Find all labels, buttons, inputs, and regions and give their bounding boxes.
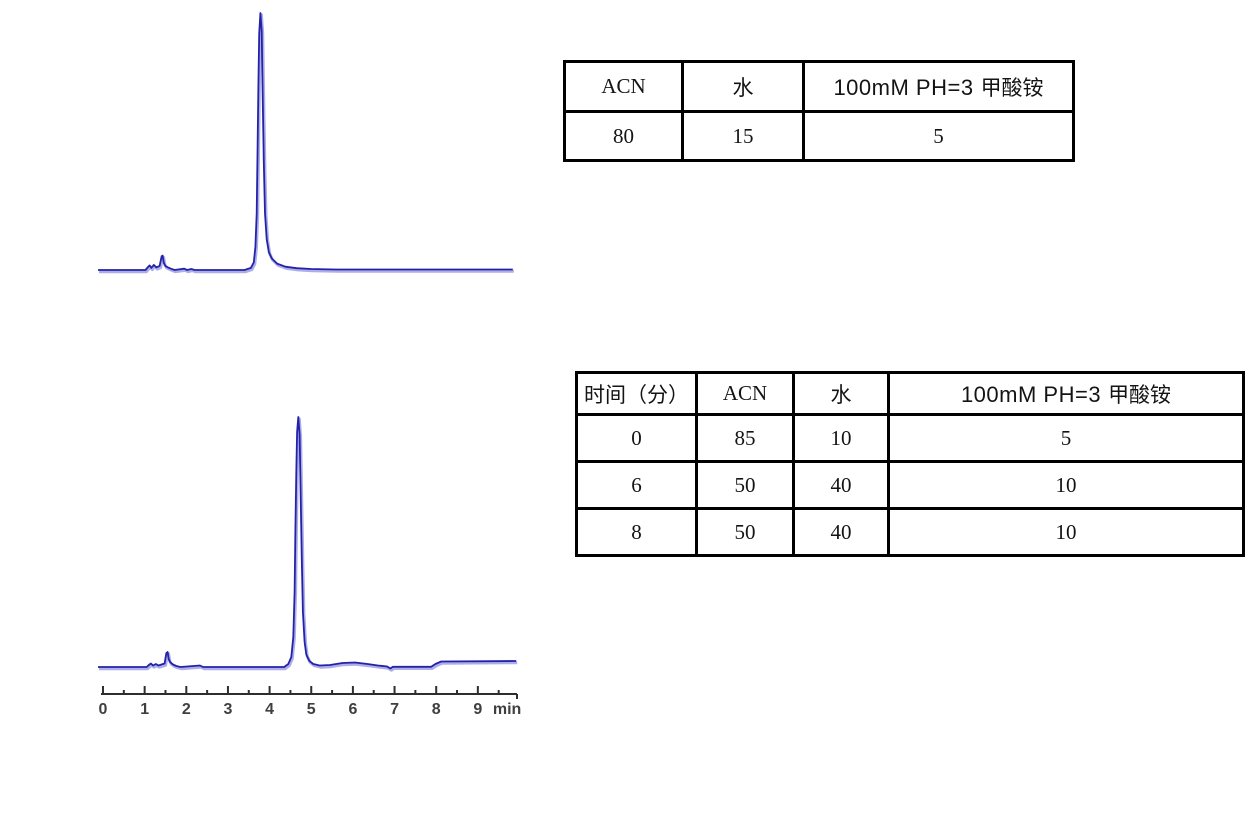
table1-cell-acn: 80: [563, 110, 684, 162]
table1-cell-buffer: 5: [802, 110, 1075, 162]
table2-header-time: 时间（分）: [575, 371, 698, 416]
axis-tick-label: 4: [265, 701, 274, 718]
axis-unit-label: min: [493, 701, 521, 718]
table1-header-water: 水: [681, 60, 805, 113]
mobile-phase-table-isocratic: ACN 水 100mM PH=3 甲酸铵 80 15 5: [563, 60, 1075, 162]
chromatogram-isocratic: [98, 12, 514, 274]
table-row: 80 15 5: [563, 110, 1075, 162]
chromatogram-gradient: [98, 416, 518, 672]
buffer-label-en: 100mM PH=3: [833, 74, 974, 100]
table2-cell: 10: [887, 460, 1245, 510]
chromatogram-gradient-fringe: [99, 417, 518, 672]
table2-header-water: 水: [792, 371, 890, 416]
table2-cell: 6: [575, 460, 698, 510]
table2-header-buffer: 100mM PH=3 甲酸铵: [887, 371, 1245, 416]
table-row: 8 50 40 10: [575, 507, 1245, 557]
axis-tick-label: 2: [182, 701, 191, 718]
axis-tick-label: 1: [140, 701, 149, 718]
table-row: 时间（分） ACN 水 100mM PH=3 甲酸铵: [575, 371, 1245, 416]
table2-cell: 10: [792, 413, 890, 463]
gradient-program-table: 时间（分） ACN 水 100mM PH=3 甲酸铵 0 85 10 5 6 50…: [575, 371, 1245, 557]
table-row: 6 50 40 10: [575, 460, 1245, 510]
table2-cell: 85: [695, 413, 795, 463]
table2-cell: 8: [575, 507, 698, 557]
table2-cell: 50: [695, 460, 795, 510]
buffer-label-cn: 甲酸铵: [1108, 382, 1172, 407]
table1-cell-water: 15: [681, 110, 805, 162]
axis-tick-label: 5: [307, 701, 316, 718]
table1-header-buffer: 100mM PH=3 甲酸铵: [802, 60, 1075, 113]
axis-tick-label: 8: [432, 701, 441, 718]
table2-header-acn: ACN: [695, 371, 795, 416]
axis-tick-label: 9: [473, 701, 482, 718]
table2-cell: 40: [792, 507, 890, 557]
table2-cell: 50: [695, 507, 795, 557]
chromatogram-isocratic-trace: [98, 12, 513, 271]
axis-tick-label: 6: [348, 701, 357, 718]
table2-cell: 10: [887, 507, 1245, 557]
table2-cell: 40: [792, 460, 890, 510]
table-row: 0 85 10 5: [575, 413, 1245, 463]
axis-tick-label: 3: [223, 701, 232, 718]
chromatogram-gradient-trace: [98, 416, 517, 670]
table2-cell: 5: [887, 413, 1245, 463]
table1-header-acn: ACN: [563, 60, 684, 113]
axis-tick-label: 7: [390, 701, 399, 718]
table2-cell: 0: [575, 413, 698, 463]
table-row: ACN 水 100mM PH=3 甲酸铵: [563, 60, 1075, 113]
buffer-label-en: 100mM PH=3: [960, 381, 1102, 407]
time-axis: 0 1 2 3 4 5 6 7 8 9 min: [99, 686, 521, 718]
chromatogram-isocratic-fringe: [99, 13, 514, 274]
buffer-label-cn: 甲酸铵: [980, 75, 1044, 100]
axis-tick-label: 0: [99, 701, 108, 718]
